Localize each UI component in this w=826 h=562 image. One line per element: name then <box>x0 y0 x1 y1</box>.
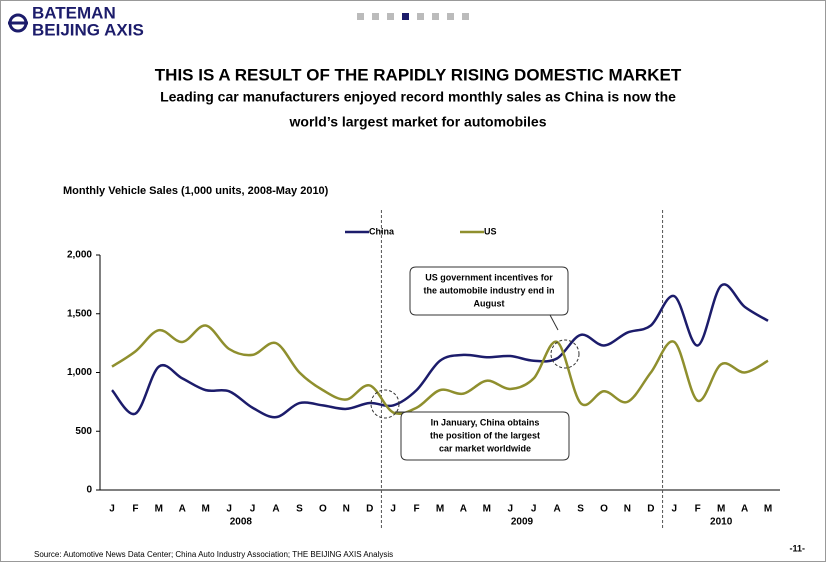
annotation: In January, China obtains <box>431 417 540 427</box>
logo-text: BEIJING AXIS <box>32 20 144 39</box>
x-tick-label: J <box>672 504 678 515</box>
x-tick-label: D <box>647 504 654 515</box>
page-number: -11- <box>789 543 805 553</box>
x-tick-label: J <box>508 504 514 515</box>
x-tick-label: J <box>226 504 232 515</box>
logo-text: BATEMAN <box>32 3 116 22</box>
x-tick-label: F <box>414 504 420 515</box>
x-tick-label: N <box>343 504 350 515</box>
x-tick-label: O <box>600 504 608 515</box>
annotation: the automobile industry end in <box>423 285 554 295</box>
annotation: August <box>474 298 505 308</box>
x-tick-label: M <box>155 504 163 515</box>
nav-dot <box>462 13 469 20</box>
x-tick-label: A <box>741 504 748 515</box>
y-tick-label: 1,000 <box>67 367 92 378</box>
chart-title: Monthly Vehicle Sales (1,000 units, 2008… <box>63 185 329 197</box>
annotation: US government incentives for <box>425 272 553 282</box>
x-tick-label: J <box>531 504 537 515</box>
source: Source: Automotive News Data Center; Chi… <box>34 550 393 559</box>
nav-dot <box>432 13 439 20</box>
x-tick-label: M <box>717 504 725 515</box>
logo: BATEMAN BEIJING AXIS <box>8 3 144 39</box>
annotation: the position of the largest <box>430 430 540 440</box>
x-tick-label: M <box>764 504 772 515</box>
y-tick-label: 2,000 <box>67 250 92 261</box>
x-tick-label: M <box>202 504 210 515</box>
slide-title: THIS IS A RESULT OF THE RAPIDLY RISING D… <box>155 65 682 84</box>
x-tick-label: N <box>624 504 631 515</box>
y-tick-label: 0 <box>86 485 92 496</box>
line-series <box>111 324 769 416</box>
plot: 0 500 1,000 1,500 2,000 J F M A M J J A S O N D J F M A M J J A S… <box>67 210 780 530</box>
x-tick-label: J <box>390 504 396 515</box>
slide-subtitle: Leading car manufacturers enjoyed record… <box>160 89 676 105</box>
x-tick-label: S <box>577 504 584 515</box>
slide-nav <box>357 13 469 20</box>
nav-dot <box>447 13 454 20</box>
x-tick-label: S <box>296 504 303 515</box>
nav-dot <box>402 13 409 20</box>
y-tick-label: 1,500 <box>67 308 92 319</box>
callout-pointer <box>549 314 559 331</box>
x-tick-label: A <box>460 504 467 515</box>
callout-box <box>409 266 569 316</box>
line-series <box>111 283 769 419</box>
nav-dot <box>417 13 424 20</box>
x-tick-label: M <box>483 504 491 515</box>
year-label: 2010 <box>710 517 733 528</box>
nav-dot <box>372 13 379 20</box>
x-tick-label: F <box>695 504 701 515</box>
x-tick-label: J <box>109 504 115 515</box>
highlight-circle <box>370 389 400 419</box>
x-tick-label: J <box>250 504 256 515</box>
slide-subtitle: world’s largest market for automobiles <box>289 114 547 130</box>
x-tick-label: A <box>272 504 279 515</box>
callout-box <box>400 411 570 461</box>
x-tick-label: F <box>132 504 138 515</box>
legend-label: US <box>484 226 497 236</box>
x-tick-label: O <box>319 504 327 515</box>
nav-dot <box>357 13 364 20</box>
annotation: car market worldwide <box>439 443 531 453</box>
legend-label: China <box>369 226 395 236</box>
nav-dot <box>387 13 394 20</box>
x-tick-label: D <box>366 504 373 515</box>
year-label: 2008 <box>230 517 253 528</box>
year-label: 2009 <box>511 517 534 528</box>
x-tick-label: M <box>436 504 444 515</box>
x-tick-label: A <box>179 504 186 515</box>
x-tick-label: A <box>554 504 561 515</box>
highlight-circle <box>550 339 580 369</box>
y-tick-label: 500 <box>75 426 92 437</box>
